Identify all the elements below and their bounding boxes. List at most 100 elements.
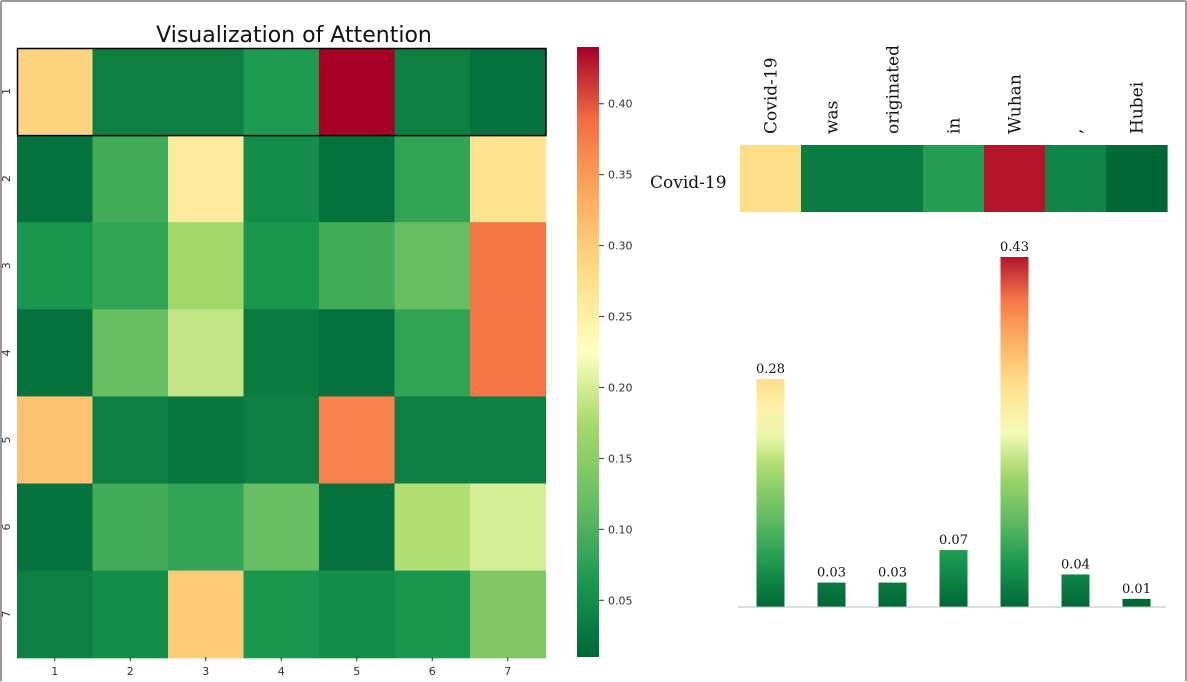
heatmap-cell-r1-c5: [319, 48, 396, 136]
heatmap-cell-r6-c1: [17, 483, 94, 572]
heatmap-cell-r4-c7: [470, 309, 547, 397]
bar-1: [756, 379, 785, 607]
token-column-label: Wuhan: [1006, 74, 1026, 134]
bar-3: [878, 582, 907, 607]
bar-value-label: 0.04: [1061, 557, 1090, 572]
heatmap-cell-r4-c6: [394, 309, 471, 397]
token-strip-cell-2: [801, 145, 863, 212]
bar-4: [939, 550, 968, 607]
heatmap-cell-r7-c6: [394, 570, 471, 659]
heatmap-cell-r6-c7: [470, 483, 547, 572]
heatmap-cell-r1-c6: [394, 48, 471, 136]
token-column-headers: Covid-19 was originated in Wuhan, Hubei: [762, 45, 1148, 134]
heatmap-cell-r4-c5: [319, 309, 396, 397]
heatmap-cell-r6-c3: [168, 483, 245, 572]
colorbar-tick-label: 0.05: [608, 594, 633, 607]
colorbar-axis: 0.05 0.10 0.15 0.20 0.25 0.30 0.35 0.40: [599, 98, 633, 607]
heatmap-x-axis: 1 2 3 4 5 6 7: [51, 657, 511, 678]
heatmap-cell-r1-c7: [470, 48, 547, 136]
bar-value-label: 0.07: [939, 533, 968, 548]
colorbar: [577, 47, 599, 657]
heatmap-cell-r5-c4: [243, 396, 320, 485]
heatmap-y-tick-label: 2: [0, 175, 13, 182]
token-strip-cell-1: [740, 145, 802, 212]
heatmap-x-tick-label: 6: [429, 665, 436, 678]
bar-value-label: 0.03: [878, 566, 907, 581]
highlighted-row-border: [16, 47, 547, 137]
heatmap-cell-r4-c4: [243, 309, 320, 397]
heatmap-cell-r2-c5: [319, 135, 396, 223]
heatmap-cell-r2-c4: [243, 135, 320, 223]
heatmap-cell-r2-c3: [168, 135, 245, 223]
colorbar-tick-label: 0.40: [608, 98, 633, 111]
heatmap-y-tick-label: 3: [0, 262, 13, 269]
heatmap-cell-r3-c3: [168, 222, 245, 310]
colorbar-tick-label: 0.30: [608, 240, 633, 253]
heatmap-cell-r5-c3: [168, 396, 245, 485]
heatmap-cell-r3-c5: [319, 222, 396, 310]
heatmap-cell-r7-c3: [168, 570, 245, 659]
heatmap-cell-r1-c1: [17, 48, 94, 136]
heatmap-cell-r2-c1: [17, 135, 94, 223]
heatmap-cell-r7-c5: [319, 570, 396, 659]
heatmap-y-tick-label: 1: [0, 88, 13, 95]
heatmap-y-tick-label: 5: [0, 436, 13, 443]
token-column-label: originated: [884, 45, 904, 134]
heatmap-cell-r3-c1: [17, 222, 94, 310]
heatmap-y-tick-label: 6: [0, 524, 13, 531]
colorbar-tick-label: 0.15: [608, 452, 633, 465]
token-strip-cell-4: [923, 145, 985, 212]
bar-7: [1122, 598, 1151, 607]
token-strip-cell-6: [1045, 145, 1107, 212]
heatmap-cell-r7-c2: [92, 570, 169, 659]
heatmap-cell-r5-c7: [470, 396, 547, 485]
heatmap-cell-r7-c1: [17, 570, 94, 659]
token-column-label: Hubei: [1128, 81, 1148, 134]
bar-value-label: 0.43: [1000, 240, 1029, 255]
heatmap-y-tick-label: 4: [0, 349, 13, 356]
bar-value-label: 0.03: [817, 566, 846, 581]
heatmap-cell-r5-c5: [319, 396, 396, 485]
colorbar-tick-label: 0.35: [608, 169, 633, 182]
heatmap-cell-r2-c2: [92, 135, 169, 223]
heatmap-cell-r6-c4: [243, 483, 320, 572]
heatmap-y-axis: 1 2 3 4 5 6 7: [0, 88, 13, 618]
token-column-label: ,: [1067, 129, 1087, 134]
heatmap-cell-r6-c6: [394, 483, 471, 572]
heatmap-cell-r6-c2: [92, 483, 169, 572]
heatmap-cell-r4-c2: [92, 309, 169, 397]
token-strip-cell-7: [1106, 145, 1168, 212]
heatmap-cell-r1-c4: [243, 48, 320, 136]
heatmap-cell-r5-c2: [92, 396, 169, 485]
attention-heatmap: [16, 47, 547, 659]
colorbar-tick-label: 0.20: [608, 381, 633, 394]
token-strip-cell-3: [862, 145, 924, 212]
token-strip-cell-5: [984, 145, 1046, 212]
token-column-label: Covid-19: [762, 57, 782, 134]
heatmap-x-tick-label: 5: [353, 665, 360, 678]
colorbar-tick-label: 0.25: [608, 311, 633, 324]
heatmap-cell-r1-c2: [92, 48, 169, 136]
heatmap-cell-r6-c5: [319, 483, 396, 572]
bar-2: [817, 582, 846, 607]
heatmap-cell-r4-c3: [168, 309, 245, 397]
heatmap-cell-r1-c3: [168, 48, 245, 136]
heatmap-cell-r2-c6: [394, 135, 471, 223]
heatmap-x-tick-label: 1: [51, 665, 58, 678]
bar-6: [1061, 574, 1090, 607]
heatmap-cell-r2-c7: [470, 135, 547, 223]
token-column-label: was: [823, 101, 843, 134]
heatmap-y-tick-label: 7: [0, 611, 13, 618]
heatmap-title: Visualization of Attention: [156, 23, 432, 48]
heatmap-cell-r3-c2: [92, 222, 169, 310]
heatmap-cell-r3-c7: [470, 222, 547, 310]
heatmap-cell-r5-c6: [394, 396, 471, 485]
heatmap-cell-r3-c4: [243, 222, 320, 310]
heatmap-x-tick-label: 3: [202, 665, 209, 678]
token-attention-strip: [740, 145, 1168, 212]
token-column-label: in: [945, 118, 965, 134]
heatmap-cell-r4-c1: [17, 309, 94, 397]
heatmap-cell-r5-c1: [17, 396, 94, 485]
attention-bar-chart: 0.28 0.03 0.03 0.07 0.43 0.04 0.01: [756, 240, 1151, 607]
